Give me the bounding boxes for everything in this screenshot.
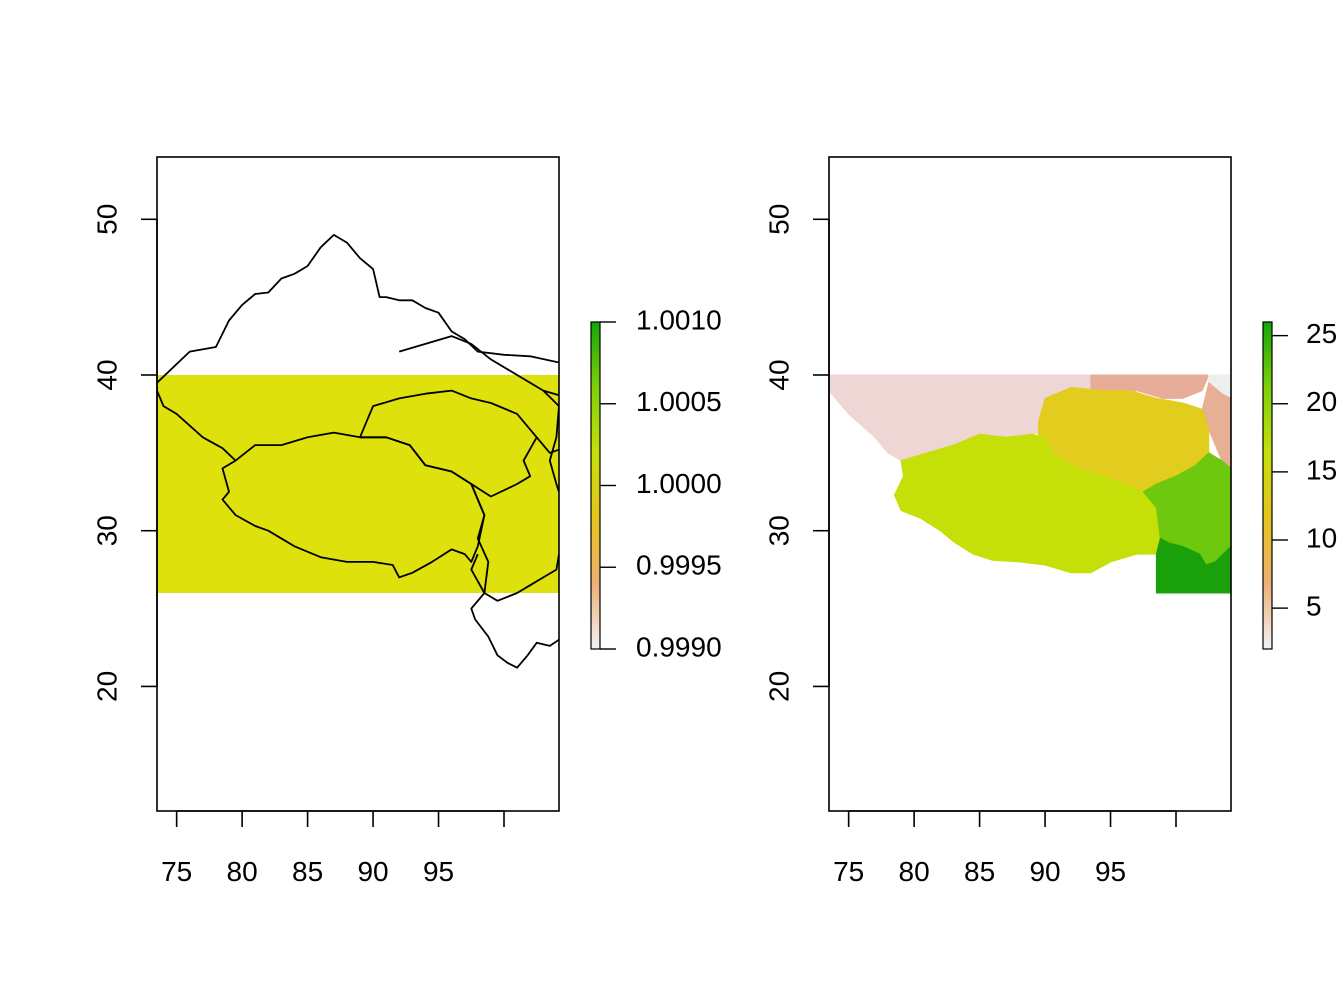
left-x-axis: 75 80 85 90 95 xyxy=(161,810,505,887)
legend-tick-label: 0.9990 xyxy=(636,631,722,662)
legend-tick-label: 5 xyxy=(1306,591,1322,622)
left-raster-layer xyxy=(157,375,559,593)
left-legend: 0.9990 0.9995 1.0000 1.0005 1.0010 xyxy=(590,304,722,662)
boundary-east xyxy=(536,436,559,454)
right-y-axis: 20 30 40 50 xyxy=(763,204,830,702)
boundary-xinjiang xyxy=(157,233,559,384)
boundary-qinghai xyxy=(359,389,538,498)
y-tick-label: 40 xyxy=(91,359,122,390)
right-panel: 75 80 85 90 95 20 30 40 50 5 10 15 20 25 xyxy=(763,156,1337,887)
x-tick-label: 85 xyxy=(292,856,323,887)
x-tick-label: 90 xyxy=(1029,856,1060,887)
legend-tick-label: 10 xyxy=(1306,522,1337,553)
y-tick-label: 20 xyxy=(763,671,794,702)
left-panel: 75 80 85 90 95 20 30 40 50 0.9990 0.9995 1.0000 1.… xyxy=(91,156,722,887)
legend-tick-label: 0.9995 xyxy=(636,550,722,581)
y-tick-label: 30 xyxy=(91,515,122,546)
y-tick-label: 40 xyxy=(763,359,794,390)
boundary-yunnan xyxy=(470,553,559,669)
right-x-axis: 75 80 85 90 95 xyxy=(833,810,1177,887)
legend-tick-label: 1.0000 xyxy=(636,468,722,499)
legend-color-bar xyxy=(1262,321,1273,650)
x-tick-label: 75 xyxy=(833,856,864,887)
y-tick-label: 50 xyxy=(91,204,122,235)
boundary-ningxia xyxy=(543,389,559,397)
region-tibet xyxy=(893,433,1161,574)
x-tick-label: 80 xyxy=(899,856,930,887)
x-tick-label: 95 xyxy=(423,856,454,887)
y-tick-label: 30 xyxy=(763,515,794,546)
region-gansu-east xyxy=(1201,381,1231,470)
legend-tick-label: 25 xyxy=(1306,318,1337,349)
y-tick-label: 20 xyxy=(91,671,122,702)
x-tick-label: 80 xyxy=(227,856,258,887)
right-regions-layer xyxy=(829,374,1231,594)
raster-cell xyxy=(157,375,559,593)
left-boundaries-layer xyxy=(157,233,559,669)
x-tick-label: 75 xyxy=(161,856,192,887)
left-y-axis: 20 30 40 50 xyxy=(91,204,158,702)
right-legend: 5 10 15 20 25 xyxy=(1262,318,1337,650)
legend-tick-label: 20 xyxy=(1306,386,1337,417)
x-tick-label: 85 xyxy=(964,856,995,887)
x-tick-label: 90 xyxy=(357,856,388,887)
legend-color-bar xyxy=(590,321,601,650)
boundary-sichuan xyxy=(470,483,559,602)
y-tick-label: 50 xyxy=(763,204,794,235)
legend-tick-label: 15 xyxy=(1306,454,1337,485)
legend-tick-label: 1.0010 xyxy=(636,304,722,335)
boundary-gansu xyxy=(398,335,559,493)
region-yunnan xyxy=(1155,537,1231,594)
legend-tick-label: 1.0005 xyxy=(636,386,722,417)
x-tick-label: 95 xyxy=(1095,856,1126,887)
